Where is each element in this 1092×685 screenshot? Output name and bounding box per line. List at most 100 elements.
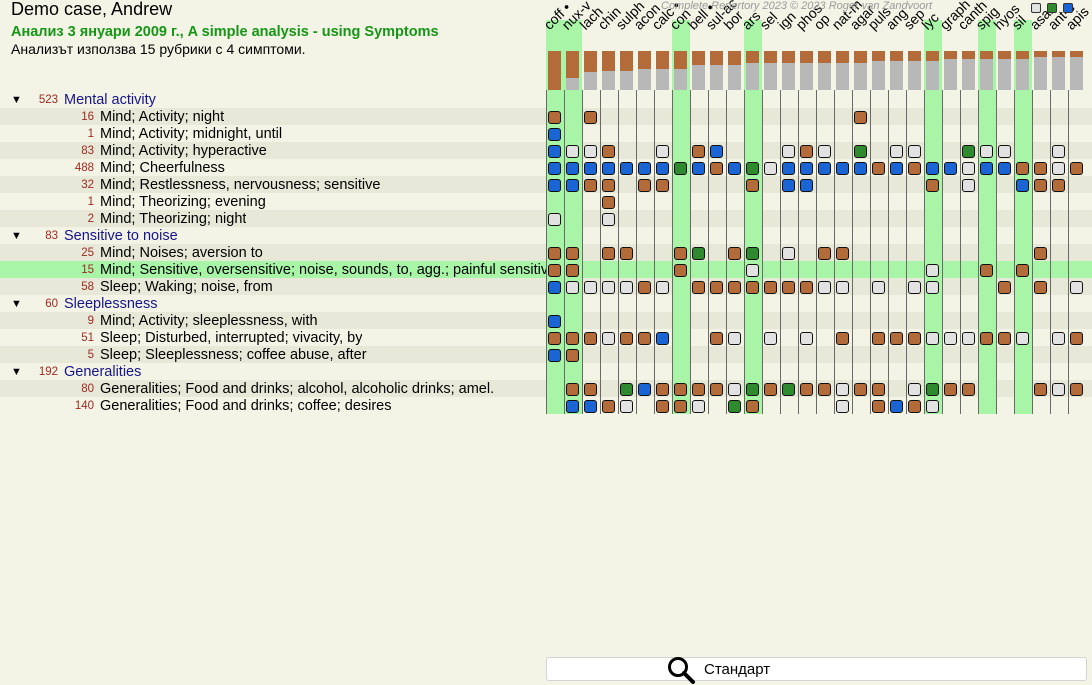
grade-cell[interactable] (602, 281, 615, 294)
rubric-label[interactable]: Mind; Restlessness, nervousness; sensiti… (100, 177, 381, 193)
group-label[interactable]: Sensitive to noise (64, 228, 178, 244)
group-collapse-toggle[interactable]: ▼ (11, 366, 22, 378)
grade-cell[interactable] (548, 162, 561, 175)
grade-cell[interactable] (1016, 162, 1029, 175)
filter-green-square[interactable] (1047, 3, 1057, 13)
rubric-label[interactable]: Sleep; Sleeplessness; coffee abuse, afte… (100, 347, 367, 363)
grade-cell[interactable] (890, 400, 903, 413)
grade-cell[interactable] (926, 281, 939, 294)
grade-cell[interactable] (944, 332, 957, 345)
grade-cell[interactable] (800, 179, 813, 192)
grade-cell[interactable] (602, 196, 615, 209)
grade-cell[interactable] (980, 162, 993, 175)
grade-cell[interactable] (926, 179, 939, 192)
grade-cell[interactable] (602, 162, 615, 175)
grade-cell[interactable] (548, 349, 561, 362)
rubric-label[interactable]: Sleep; Disturbed, interrupted; vivacity,… (100, 330, 363, 346)
grade-cell[interactable] (746, 162, 759, 175)
grade-cell[interactable] (908, 332, 921, 345)
grade-cell[interactable] (566, 162, 579, 175)
grade-cell[interactable] (656, 162, 669, 175)
grade-cell[interactable] (962, 332, 975, 345)
grade-cell[interactable] (692, 145, 705, 158)
grade-cell[interactable] (584, 383, 597, 396)
grade-cell[interactable] (674, 162, 687, 175)
grade-cell[interactable] (782, 281, 795, 294)
grade-cell[interactable] (746, 383, 759, 396)
grade-cell[interactable] (566, 400, 579, 413)
grade-cell[interactable] (710, 145, 723, 158)
grade-cell[interactable] (854, 162, 867, 175)
grade-cell[interactable] (926, 332, 939, 345)
grade-cell[interactable] (998, 145, 1011, 158)
grade-cell[interactable] (782, 145, 795, 158)
grade-cell[interactable] (548, 179, 561, 192)
grade-cell[interactable] (1052, 179, 1065, 192)
rubric-label[interactable]: Mind; Activity; night (100, 109, 225, 125)
grade-cell[interactable] (584, 179, 597, 192)
grade-cell[interactable] (728, 247, 741, 260)
grade-cell[interactable] (656, 145, 669, 158)
search-icon[interactable] (666, 655, 696, 685)
rubric-label[interactable]: Sleep; Waking; noise, from (100, 279, 273, 295)
grade-cell[interactable] (710, 162, 723, 175)
grade-cell[interactable] (692, 162, 705, 175)
rubric-label[interactable]: Mind; Cheerfulness (100, 160, 225, 176)
grade-cell[interactable] (1034, 383, 1047, 396)
grade-cell[interactable] (638, 281, 651, 294)
grade-cell[interactable] (1052, 145, 1065, 158)
grade-cell[interactable] (602, 332, 615, 345)
grade-cell[interactable] (638, 162, 651, 175)
grade-cell[interactable] (566, 145, 579, 158)
rubric-label[interactable]: Mind; Activity; midnight, until (100, 126, 283, 142)
grade-cell[interactable] (602, 400, 615, 413)
grade-cell[interactable] (728, 332, 741, 345)
grade-cell[interactable] (692, 400, 705, 413)
grade-cell[interactable] (566, 264, 579, 277)
grade-cell[interactable] (1070, 332, 1083, 345)
rubric-label[interactable]: Mind; Activity; hyperactive (100, 143, 267, 159)
grade-cell[interactable] (566, 179, 579, 192)
grade-cell[interactable] (944, 162, 957, 175)
grade-cell[interactable] (746, 400, 759, 413)
grade-cell[interactable] (620, 162, 633, 175)
grade-cell[interactable] (584, 111, 597, 124)
grade-cell[interactable] (584, 162, 597, 175)
grade-cell[interactable] (1070, 383, 1083, 396)
grade-cell[interactable] (1052, 162, 1065, 175)
grade-cell[interactable] (1034, 162, 1047, 175)
grade-cell[interactable] (764, 162, 777, 175)
grade-cell[interactable] (962, 145, 975, 158)
grade-cell[interactable] (926, 264, 939, 277)
grade-cell[interactable] (656, 179, 669, 192)
grade-cell[interactable] (620, 281, 633, 294)
grade-cell[interactable] (872, 281, 885, 294)
grade-cell[interactable] (602, 179, 615, 192)
grade-cell[interactable] (1016, 264, 1029, 277)
grade-cell[interactable] (674, 264, 687, 277)
grade-cell[interactable] (836, 281, 849, 294)
grade-cell[interactable] (908, 400, 921, 413)
grade-cell[interactable] (674, 247, 687, 260)
grade-cell[interactable] (1034, 179, 1047, 192)
grade-cell[interactable] (1034, 247, 1047, 260)
grade-cell[interactable] (566, 332, 579, 345)
group-collapse-toggle[interactable]: ▼ (11, 230, 22, 242)
grade-cell[interactable] (818, 162, 831, 175)
grade-cell[interactable] (548, 315, 561, 328)
grade-cell[interactable] (548, 128, 561, 141)
grade-cell[interactable] (836, 247, 849, 260)
grade-cell[interactable] (998, 281, 1011, 294)
grade-cell[interactable] (728, 383, 741, 396)
grade-cell[interactable] (980, 332, 993, 345)
grade-cell[interactable] (836, 383, 849, 396)
grade-cell[interactable] (548, 247, 561, 260)
grade-cell[interactable] (584, 145, 597, 158)
grade-cell[interactable] (584, 400, 597, 413)
grade-cell[interactable] (872, 400, 885, 413)
grade-cell[interactable] (944, 383, 957, 396)
rubric-label[interactable]: Mind; Sensitive, oversensitive; noise, s… (100, 262, 546, 278)
grade-cell[interactable] (890, 162, 903, 175)
grade-cell[interactable] (1070, 281, 1083, 294)
grade-cell[interactable] (818, 281, 831, 294)
